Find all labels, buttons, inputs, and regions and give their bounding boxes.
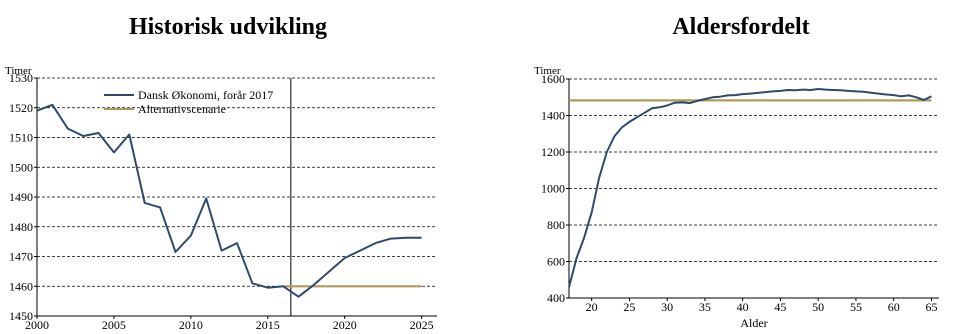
y-tick-label: 1500 <box>9 160 33 174</box>
y-tick-label: 1530 <box>9 71 33 85</box>
legend-label: Alternativscenarie <box>138 102 226 116</box>
y-tick-label: 800 <box>547 218 565 232</box>
x-tick-label: 2000 <box>25 318 49 332</box>
y-axis-label: Timer <box>534 65 561 77</box>
y-tick-label: 1460 <box>9 279 33 293</box>
series-line-main <box>568 88 932 288</box>
y-tick-label: 600 <box>547 255 565 269</box>
y-tick-label: 1600 <box>541 72 565 86</box>
chart-title: Historisk udvikling <box>129 14 327 40</box>
x-axis-label: Alder <box>740 316 767 330</box>
x-tick-label: 2010 <box>179 318 203 332</box>
series-line-main <box>36 103 422 298</box>
legend-label: Dansk Økonomi, forår 2017 <box>138 88 273 102</box>
x-tick-label: 35 <box>699 300 711 314</box>
x-tick-label: 65 <box>925 300 937 314</box>
x-tick-label: 30 <box>661 300 673 314</box>
x-tick-label: 25 <box>623 300 635 314</box>
x-tick-label: 20 <box>586 300 598 314</box>
y-tick-label: 1200 <box>541 145 565 159</box>
x-tick-label: 2025 <box>410 318 434 332</box>
x-tick-label: 2015 <box>256 318 280 332</box>
y-tick-label: 1470 <box>9 250 33 264</box>
x-tick-label: 2005 <box>102 318 126 332</box>
x-tick-label: 50 <box>812 300 824 314</box>
y-tick-label: 400 <box>547 291 565 305</box>
y-tick-label: 1510 <box>9 131 33 145</box>
y-tick-label: 1520 <box>9 101 33 115</box>
x-tick-label: 45 <box>774 300 786 314</box>
chart-title: Aldersfordelt <box>672 14 809 40</box>
x-tick-label: 2020 <box>333 318 357 332</box>
y-tick-label: 1000 <box>541 182 565 196</box>
x-tick-label: 55 <box>850 300 862 314</box>
y-tick-label: 1400 <box>541 109 565 123</box>
y-axis-label: Timer <box>5 65 32 77</box>
x-tick-label: 40 <box>737 300 749 314</box>
y-tick-label: 1490 <box>9 190 33 204</box>
x-tick-label: 60 <box>888 300 900 314</box>
y-tick-label: 1480 <box>9 220 33 234</box>
y-tick-label: 1450 <box>9 309 33 323</box>
